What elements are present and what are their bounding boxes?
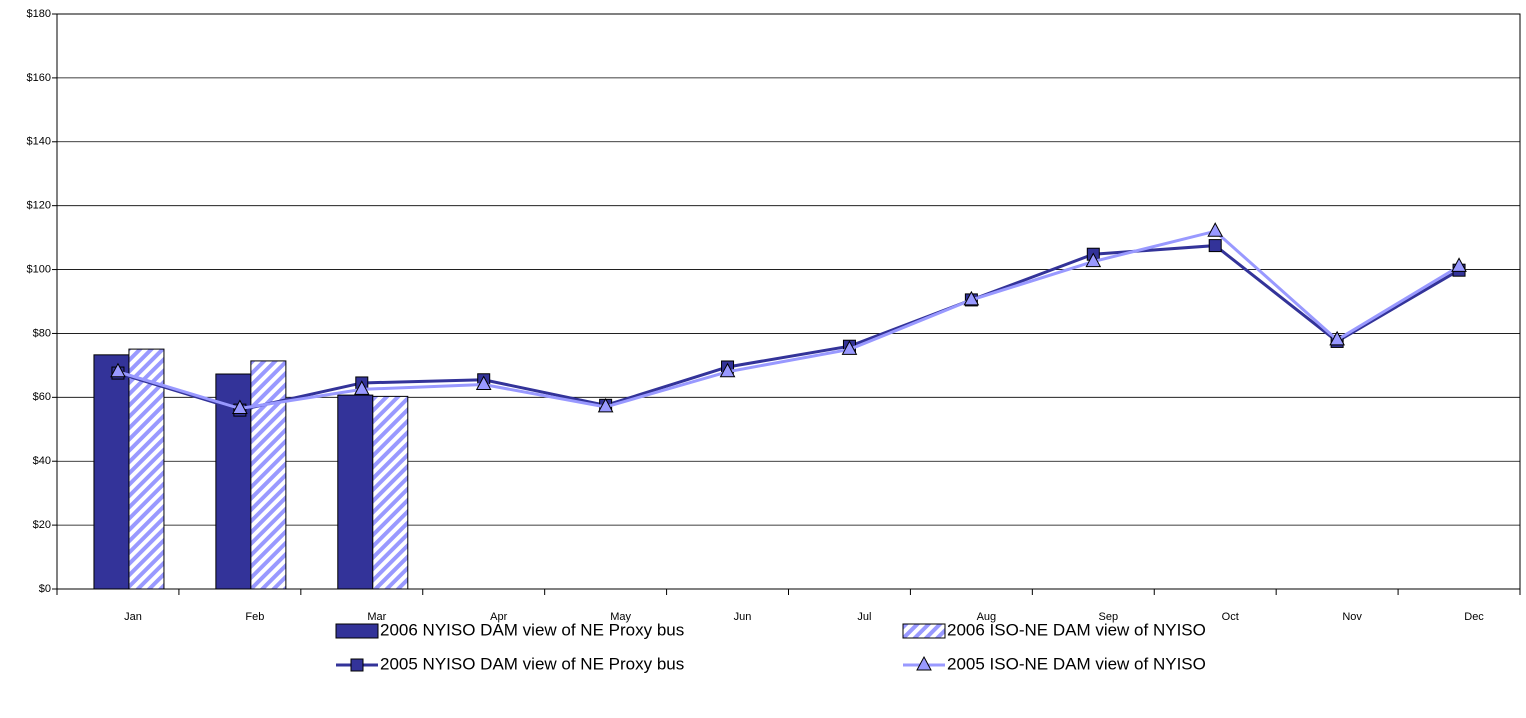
line (117, 244, 1460, 412)
y-tick-label: $40 (33, 455, 51, 467)
x-tick-label: Mar (367, 611, 386, 623)
legend-marker (916, 655, 932, 671)
point-marker (475, 375, 492, 391)
point-marker (963, 290, 980, 306)
legend-marker (350, 658, 364, 672)
point-marker (110, 362, 126, 378)
point-marker (1451, 257, 1467, 272)
x-tick-label: Apr (490, 611, 507, 623)
point-marker (1207, 222, 1224, 237)
line (117, 229, 1460, 411)
y-tick-label: $100 (27, 263, 51, 275)
x-tick-label: Feb (245, 611, 264, 623)
y-tick-label: $20 (33, 519, 51, 531)
point-marker (1329, 330, 1345, 346)
x-tick-label: Jan (124, 611, 142, 623)
y-tick-label: $140 (27, 136, 51, 148)
legend-label: 2006 NYISO DAM view of NE Proxy bus (380, 620, 684, 639)
y-tick-label: $120 (27, 200, 51, 212)
point-marker (1208, 239, 1222, 253)
y-tick-label: $60 (33, 391, 51, 403)
bar (93, 354, 130, 590)
y-tick-label: $80 (33, 327, 51, 339)
y-tick-label: $160 (27, 72, 51, 84)
x-tick-label: Aug (977, 611, 997, 623)
legend-label: 2005 NYISO DAM view of NE Proxy bus (380, 654, 684, 673)
x-tick-label: Sep (1099, 611, 1119, 623)
x-tick-label: Jun (734, 611, 752, 623)
point-marker (1085, 252, 1102, 268)
y-tick-label: $180 (27, 8, 51, 20)
point-marker (353, 380, 370, 395)
x-tick-label: May (610, 611, 631, 623)
x-tick-label: Jul (857, 611, 871, 623)
point-marker (719, 362, 736, 378)
legend-label: 2005 ISO-NE DAM view of NYISO (947, 654, 1206, 673)
bar (250, 360, 287, 590)
bar (128, 348, 165, 590)
legend-swatch (902, 623, 946, 639)
x-tick-label: Dec (1464, 611, 1484, 623)
point-marker (841, 340, 858, 355)
legend-swatch (335, 623, 379, 639)
x-tick-label: Oct (1222, 611, 1239, 623)
bar (337, 394, 374, 590)
point-marker (597, 397, 614, 413)
x-tick-label: Nov (1342, 611, 1362, 623)
bar (372, 395, 409, 590)
plot-area (56, 13, 1521, 590)
legend-label: 2006 ISO-NE DAM view of NYISO (947, 620, 1206, 639)
y-tick-label: $0 (39, 583, 51, 595)
point-marker (232, 399, 248, 415)
